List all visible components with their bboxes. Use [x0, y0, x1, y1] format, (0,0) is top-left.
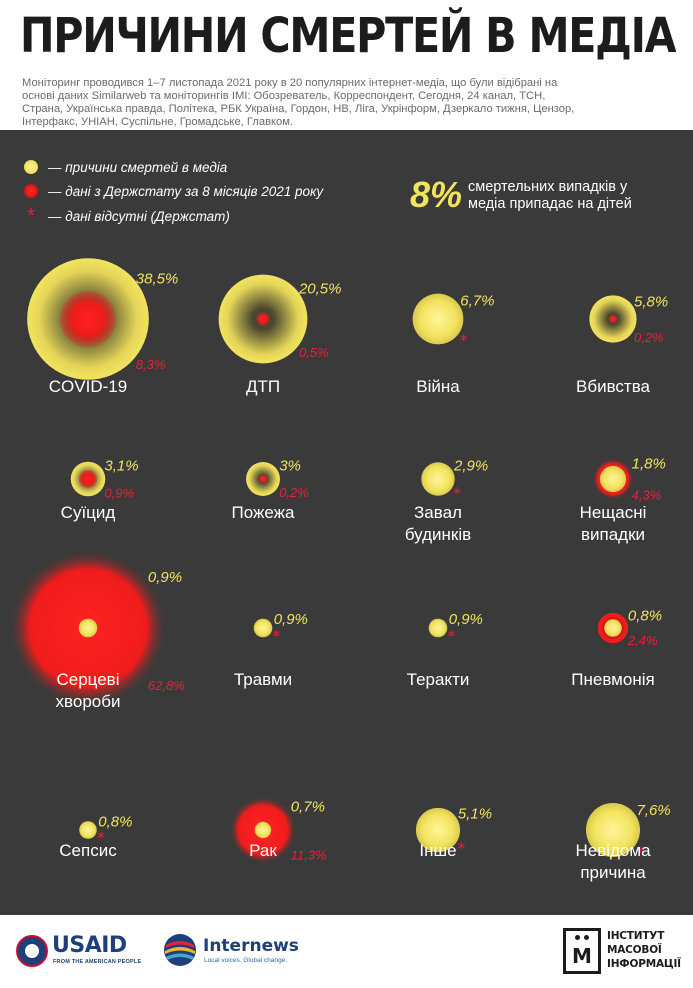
cat-15-label-1: причина — [580, 863, 646, 882]
cat-12-label-0: Сепсис — [59, 841, 117, 860]
highlight-value: 8% — [410, 174, 463, 215]
cat-5-stat-bubble — [258, 474, 268, 484]
cat-7-label-1: випадки — [581, 525, 645, 544]
usaid-logo: USAID — [52, 933, 127, 958]
cat-3-stat-label: 0,2% — [634, 330, 664, 345]
cat-5-stat-label: 0,2% — [279, 485, 309, 500]
legend-item-media: — причини смертей в медіа — [24, 157, 227, 177]
cat-9-missing-mark: * — [272, 626, 280, 645]
yellow-dot-icon — [24, 160, 38, 174]
cat-3-stat-bubble — [608, 314, 618, 324]
cat-12-media-label: 0,8% — [98, 814, 132, 831]
cat-6-media-label: 2,9% — [453, 458, 488, 475]
cat-14-label-0: Інше — [419, 841, 456, 860]
cat-13-media-bubble — [254, 821, 272, 839]
imi-line-2: МАСОВОЇ — [607, 944, 662, 956]
imi-dot-icon — [575, 935, 580, 940]
cat-6-label-1: будинків — [405, 525, 471, 544]
cat-11-media-label: 0,8% — [628, 608, 662, 625]
cat-15-missing-mark: * — [636, 843, 644, 862]
cat-9-media-bubble — [253, 618, 273, 638]
cat-12-missing-mark: * — [97, 828, 105, 847]
legend-item-missing: * — дані відсутні (Держстат) — [24, 206, 230, 226]
bubble-chart: 38,5% 8,3% COVID-19 20,5% 0,5% ДТП 6,7% * Війна 5… — [10, 258, 671, 882]
cat-4-label-0: Суїцид — [61, 503, 116, 522]
cat-4-media-label: 3,1% — [104, 457, 138, 474]
footer: USAID FROM THE AMERICAN PEOPLE Internews… — [0, 915, 693, 988]
highlight-text: смертельних випадків у медіа припадає на… — [468, 179, 632, 212]
cat-2-media-label: 6,7% — [460, 292, 494, 309]
legend-label-stat: — дані з Держстату за 8 місяців 2021 рок… — [48, 183, 324, 199]
cat-10-media-bubble — [428, 618, 448, 638]
cat-10-missing-mark: * — [447, 626, 455, 645]
cat-8-media-bubble — [78, 618, 98, 638]
cat-7-media-bubble — [599, 465, 627, 493]
cat-14-missing-mark: * — [457, 839, 465, 858]
imi-letter: М — [572, 944, 592, 968]
usaid-tagline: FROM THE AMERICAN PEOPLE — [53, 959, 142, 965]
imi-dot-icon — [584, 935, 589, 940]
cat-9-label-0: Травми — [234, 670, 292, 689]
cat-13-label-0: Рак — [249, 841, 277, 860]
asterisk-icon: * — [27, 205, 35, 227]
cat-11-stat-label: 2,4% — [627, 633, 658, 648]
cat-2-missing-mark: * — [460, 330, 468, 349]
cat-11-media-bubble — [604, 619, 622, 637]
cat-5-label-0: Пожежа — [232, 503, 295, 522]
cat-6-label-0: Завал — [414, 503, 462, 522]
cat-11-label-0: Пневмонія — [571, 670, 654, 689]
cat-14-media-label: 5,1% — [458, 805, 492, 822]
cat-14-media-bubble — [415, 807, 461, 853]
cat-15-media-bubble — [585, 802, 641, 858]
cat-13-stat-label: 11,3% — [291, 848, 327, 863]
cat-6-media-bubble — [421, 462, 455, 496]
cat-4-stat-bubble — [78, 469, 98, 489]
cat-9-media-label: 0,9% — [274, 611, 308, 628]
methodology-note: Моніторинг проводився 1–7 листопада 2021… — [22, 77, 575, 128]
cat-10-label-0: Теракти — [407, 670, 470, 689]
chart-panel: — причини смертей в медіа — дані з Держс… — [0, 130, 693, 915]
imi-line-3: ІНФОРМАЦІЇ — [607, 958, 681, 970]
cat-4-stat-label: 0,9% — [104, 485, 134, 500]
cat-8-stat-label: 62,8% — [148, 678, 185, 693]
cat-7-media-label: 1,8% — [632, 455, 666, 472]
internews-logo: Internews — [203, 936, 299, 956]
cat-10-media-label: 0,9% — [449, 611, 483, 628]
page-title: ПРИЧИНИ СМЕРТЕЙ В МЕДІА — [20, 8, 677, 64]
cat-1-media-label: 20,5% — [298, 280, 342, 297]
cat-1-stat-bubble — [256, 312, 270, 326]
cat-8-label-1: хвороби — [56, 692, 121, 711]
cat-2-label-0: Війна — [416, 377, 460, 396]
cat-8-media-label: 0,9% — [148, 569, 182, 586]
cat-3-media-label: 5,8% — [634, 293, 668, 310]
cat-6-missing-mark: * — [453, 483, 461, 502]
cat-0-stat-bubble — [59, 290, 117, 348]
internews-tagline: Local voices. Global change. — [204, 957, 288, 964]
cat-7-label-0: Нещасні — [580, 503, 647, 522]
cat-5-media-label: 3% — [279, 457, 301, 474]
imi-logo-icon: М — [563, 928, 601, 974]
cat-0-label-0: COVID-19 — [49, 377, 127, 396]
cat-1-stat-label: 0,5% — [299, 345, 329, 360]
cat-1-label-0: ДТП — [246, 377, 280, 396]
internews-globe-icon — [164, 934, 196, 966]
legend-item-stat: — дані з Держстату за 8 місяців 2021 рок… — [24, 181, 323, 201]
legend-label-missing: — дані відсутні (Держстат) — [48, 208, 230, 224]
cat-7-stat-label: 4,3% — [632, 488, 662, 503]
red-dot-icon — [24, 184, 38, 198]
cat-0-media-label: 38,5% — [136, 270, 179, 287]
legend-label-media: — причини смертей в медіа — [48, 159, 228, 175]
cat-0-stat-label: 8,3% — [136, 357, 166, 372]
imi-line-1: ІНСТИТУТ — [607, 930, 665, 942]
cat-2-media-bubble — [412, 293, 464, 345]
cat-15-label-0: Невідома — [575, 841, 651, 860]
cat-12-media-bubble — [79, 821, 97, 839]
usaid-seal-icon — [16, 935, 48, 967]
cat-15-media-label: 7,6% — [636, 802, 670, 819]
cat-3-label-0: Вбивства — [576, 377, 651, 396]
cat-13-media-label: 0,7% — [291, 799, 325, 816]
cat-8-label-0: Серцеві — [57, 670, 120, 689]
